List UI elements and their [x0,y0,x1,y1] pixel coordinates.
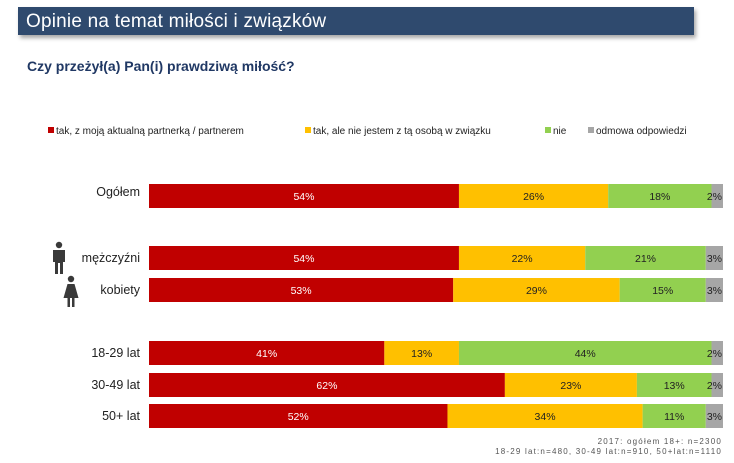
category-label: 50+ lat [102,409,140,423]
data-label: 26% [523,191,544,203]
category-label: kobiety [100,283,140,297]
data-label: 13% [411,348,432,360]
data-label: 54% [293,191,314,203]
legend-swatch [48,127,54,133]
legend-swatch [305,127,311,133]
data-label: 54% [293,253,314,265]
bar-segment [711,373,723,397]
bar-segment [705,246,723,270]
legend-swatch [545,127,551,133]
bar-segment [711,341,723,365]
data-label: 3% [707,411,722,423]
bar-segment [608,184,712,208]
bar-segment [149,373,505,397]
bar-segment [636,373,712,397]
category-label: Ogółem [96,185,140,199]
legend-label: tak, ale nie jestem z tą osobą w związku [313,126,491,137]
data-label: 3% [707,285,722,297]
data-label: 15% [652,285,673,297]
data-label: 11% [664,411,684,423]
bar-segment [504,373,637,397]
data-label: 2% [707,380,722,392]
bar-segment [149,341,385,365]
data-label: 22% [512,253,533,265]
data-label: 52% [288,411,309,423]
bar-segment [619,278,706,302]
bar-segment [585,246,706,270]
data-label: 41% [256,348,277,360]
data-label: 62% [316,380,337,392]
legend-label: odmowa odpowiedzi [596,126,687,137]
bar-segment [711,184,723,208]
bar-segment [705,278,723,302]
bar-segment [453,278,620,302]
data-label: 2% [707,191,722,203]
data-label: 34% [535,411,556,423]
legend-swatch [588,127,594,133]
category-label: 30-49 lat [91,378,140,392]
bar-segment [149,184,459,208]
bar-segment [149,278,454,302]
bar-segment [642,404,706,428]
bar-segment [447,404,643,428]
header-bar: Opinie na temat miłości i związków [18,7,694,35]
source-note: 2017: ogółem 18+: n=2300 18-29 lat:n=480… [495,437,722,457]
bar-segment [458,246,586,270]
source-line-2: 18-29 lat:n=480, 30-49 lat:n=910, 50+lat… [495,447,722,456]
bar-segment [149,404,448,428]
data-label: 53% [291,285,312,297]
woman-icon [63,275,79,307]
data-label: 21% [635,253,656,265]
data-label: 13% [664,380,685,392]
data-label: 44% [575,348,596,360]
bar-segment [705,404,723,428]
bar-segment [384,341,459,365]
data-label: 2% [707,348,722,360]
data-label: 3% [707,253,722,265]
data-label: 29% [526,285,547,297]
data-label: 18% [649,191,670,203]
legend-label: tak, z moją aktualną partnerką / partner… [56,126,244,137]
legend-label: nie [553,126,567,137]
bar-segment [149,246,459,270]
question-title: Czy przeżył(a) Pan(i) prawdziwą miłość? [27,58,295,74]
source-line-1: 2017: ogółem 18+: n=2300 [597,437,722,446]
data-label: 23% [560,380,581,392]
man-icon [53,241,65,274]
category-label: mężczyźni [82,251,140,265]
page-title: Opinie na temat miłości i związków [26,11,327,32]
category-label: 18-29 lat [91,346,140,360]
bar-segment [458,341,712,365]
bar-segment [458,184,609,208]
